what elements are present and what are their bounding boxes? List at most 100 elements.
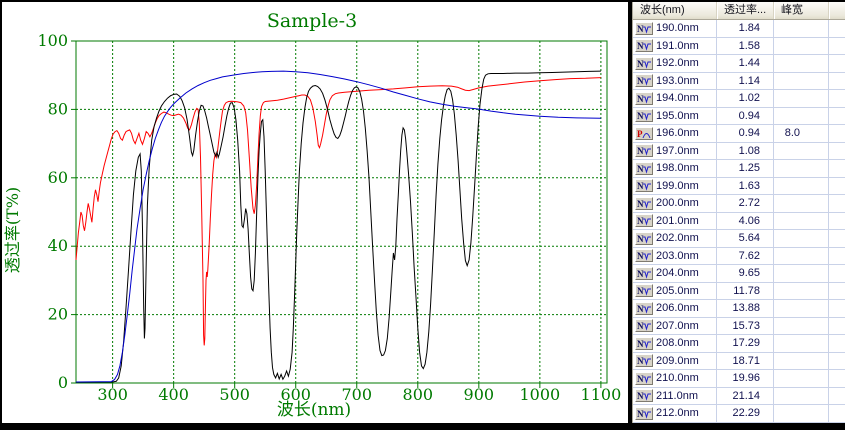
wavelength-cell: N 192.0nm — [633, 55, 717, 72]
empty-cell — [829, 90, 845, 107]
empty-cell — [829, 20, 845, 37]
table-row[interactable]: N 202.0nm 5.64 — [633, 230, 845, 248]
svg-text:N: N — [637, 216, 644, 226]
empty-cell — [829, 160, 845, 177]
valley-marker-icon[interactable]: N — [635, 406, 653, 420]
wavelength-cell: N 211.0nm — [633, 387, 717, 404]
wavelength-value: 198.0nm — [656, 162, 699, 175]
table-row[interactable]: N 199.0nm 1.63 — [633, 177, 845, 195]
valley-marker-icon[interactable]: N — [635, 301, 653, 315]
curve-blue-line — [75, 70, 601, 383]
peak-width-value — [774, 20, 829, 37]
valley-marker-icon[interactable]: N — [635, 56, 653, 70]
column-header-transmittance[interactable]: 透过率... — [717, 2, 774, 19]
peak-width-value — [774, 387, 829, 404]
table-row[interactable]: N 194.0nm 1.02 — [633, 90, 845, 108]
wavelength-cell: N 199.0nm — [633, 177, 717, 194]
valley-marker-icon[interactable]: N — [635, 39, 653, 53]
wavelength-cell: N 190.0nm — [633, 20, 717, 37]
table-row[interactable]: N 211.0nm 21.14 — [633, 387, 845, 405]
wavelength-cell: N 202.0nm — [633, 230, 717, 247]
svg-text:N: N — [637, 251, 644, 261]
table-row[interactable]: N 207.0nm 15.73 — [633, 317, 845, 335]
table-row[interactable]: N 204.0nm 9.65 — [633, 265, 845, 283]
valley-marker-icon[interactable]: N — [635, 336, 653, 350]
column-header-wavelength[interactable]: 波长(nm) — [633, 2, 717, 19]
curve-red-line — [75, 77, 601, 346]
table-body: N 190.0nm 1.84 N 191.0nm 1.58 N 192.0nm 1.44 N 193… — [633, 20, 845, 423]
transmittance-value: 1.44 — [717, 55, 774, 72]
wavelength-value: 200.0nm — [656, 197, 699, 210]
transmittance-value: 18.71 — [717, 352, 774, 369]
valley-marker-icon[interactable]: N — [635, 249, 653, 263]
table-row[interactable]: N 193.0nm 1.14 — [633, 72, 845, 90]
y-tick-label: 20 — [48, 305, 68, 324]
valley-marker-icon[interactable]: N — [635, 371, 653, 385]
transmittance-value: 21.14 — [717, 387, 774, 404]
valley-marker-icon[interactable]: N — [635, 161, 653, 175]
y-tick-label: 60 — [48, 168, 68, 187]
spectrum-chart: 300 400 500 600 700 800 900 1000 1100 0 20 40 60 80 10… — [3, 10, 622, 420]
valley-marker-icon[interactable]: N — [635, 196, 653, 210]
table-row[interactable]: N 210.0nm 19.96 — [633, 370, 845, 388]
spectrum-chart-panel: 300 400 500 600 700 800 900 1000 1100 0 20 40 60 80 10… — [2, 2, 628, 423]
valley-marker-icon[interactable]: N — [635, 91, 653, 105]
svg-text:N: N — [637, 111, 644, 121]
table-row[interactable]: N 192.0nm 1.44 — [633, 55, 845, 73]
table-row[interactable]: N 203.0nm 7.62 — [633, 247, 845, 265]
x-tick-label: 1100 — [581, 385, 622, 404]
valley-marker-icon[interactable]: N — [635, 354, 653, 368]
transmittance-value: 4.06 — [717, 212, 774, 229]
empty-cell — [829, 318, 845, 335]
wavelength-cell: N 206.0nm — [633, 300, 717, 317]
transmittance-value: 5.64 — [717, 230, 774, 247]
transmittance-value: 7.62 — [717, 247, 774, 264]
valley-marker-icon[interactable]: N — [635, 21, 653, 35]
table-row[interactable]: N 198.0nm 1.25 — [633, 160, 845, 178]
transmittance-value: 19.96 — [717, 370, 774, 387]
table-row[interactable]: N 212.0nm 22.29 — [633, 405, 845, 423]
table-row[interactable]: N 190.0nm 1.84 — [633, 20, 845, 38]
valley-marker-icon[interactable]: N — [635, 266, 653, 280]
table-row[interactable]: N 201.0nm 4.06 — [633, 212, 845, 230]
table-row[interactable]: N 205.0nm 11.78 — [633, 282, 845, 300]
x-tick-label: 600 — [280, 385, 311, 404]
valley-marker-icon[interactable]: N — [635, 231, 653, 245]
peak-width-value — [774, 195, 829, 212]
transmittance-value: 17.29 — [717, 335, 774, 352]
table-row[interactable]: P 196.0nm 0.94 8.0 — [633, 125, 845, 143]
empty-cell — [829, 143, 845, 160]
wavelength-cell: N 205.0nm — [633, 282, 717, 299]
table-row[interactable]: N 206.0nm 13.88 — [633, 300, 845, 318]
svg-text:N: N — [637, 304, 644, 314]
wavelength-value: 210.0nm — [656, 372, 699, 385]
valley-marker-icon[interactable]: N — [635, 389, 653, 403]
wavelength-cell: N 201.0nm — [633, 212, 717, 229]
valley-marker-icon[interactable]: N — [635, 109, 653, 123]
valley-marker-icon[interactable]: N — [635, 74, 653, 88]
wavelength-cell: N 209.0nm — [633, 352, 717, 369]
valley-marker-icon[interactable]: N — [635, 214, 653, 228]
table-row[interactable]: N 191.0nm 1.58 — [633, 37, 845, 55]
wavelength-value: 190.0nm — [656, 22, 699, 35]
peak-width-value — [774, 160, 829, 177]
valley-marker-icon[interactable]: N — [635, 319, 653, 333]
valley-marker-icon[interactable]: N — [635, 284, 653, 298]
wavelength-cell: N 207.0nm — [633, 317, 717, 334]
svg-text:N: N — [637, 146, 644, 156]
peak-width-value — [774, 107, 829, 124]
table-row[interactable]: N 195.0nm 0.94 — [633, 107, 845, 125]
table-row[interactable]: N 208.0nm 17.29 — [633, 335, 845, 353]
wavelength-cell: N 194.0nm — [633, 90, 717, 107]
wavelength-value: 191.0nm — [656, 39, 699, 52]
svg-text:N: N — [637, 339, 644, 349]
table-row[interactable]: N 200.0nm 2.72 — [633, 195, 845, 213]
table-row[interactable]: N 197.0nm 1.08 — [633, 142, 845, 160]
valley-marker-icon[interactable]: N — [635, 144, 653, 158]
wavelength-cell: N 197.0nm — [633, 142, 717, 159]
wavelength-value: 199.0nm — [656, 179, 699, 192]
valley-marker-icon[interactable]: N — [635, 179, 653, 193]
peak-marker-icon[interactable]: P — [635, 126, 653, 140]
column-header-peak-width[interactable]: 峰宽 — [774, 2, 829, 19]
table-row[interactable]: N 209.0nm 18.71 — [633, 352, 845, 370]
